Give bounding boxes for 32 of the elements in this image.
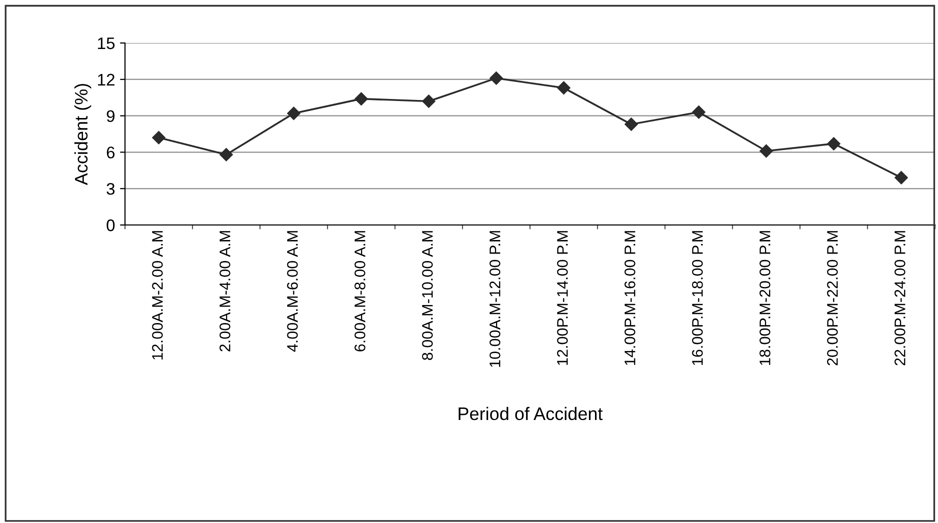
x-tick-label: 12.00A.M-2.00 A.M — [152, 231, 163, 360]
point — [692, 106, 706, 119]
y-axis-title: Accident (%) — [74, 84, 92, 186]
x-tick-label: 4.00A.M-6.00 A.M — [287, 231, 298, 352]
x-tick-label: 18.00P.M-20.00 P.M — [760, 231, 770, 365]
x-tick-label: 22.00P.M-24.00 P.M — [894, 231, 906, 366]
x-tick-label: 16.00P.M-18.00 P.M — [692, 231, 703, 365]
point — [422, 94, 436, 108]
y-tick-label: 15 — [98, 38, 115, 50]
point — [354, 92, 368, 106]
y-tick-label: 12 — [98, 74, 114, 86]
x-tick-label: 10.00A.M-12.00 P.M — [490, 231, 500, 367]
x-tick-label: 2.00A.M-4.00 A.M — [220, 231, 230, 352]
x-axis-title: Period of Accident — [458, 406, 603, 420]
y-tick-label: 3 — [106, 183, 115, 195]
y-tick-label: 9 — [106, 110, 114, 122]
point — [287, 106, 300, 120]
x-tick-label: 20.00P.M-22.00 P.M — [827, 231, 838, 366]
y-tick-label: 6 — [106, 146, 115, 158]
point — [152, 131, 166, 144]
point — [624, 118, 638, 131]
point — [760, 144, 773, 158]
point — [894, 171, 908, 184]
x-tick-label: 12.00P.M-14.00 P.M — [557, 231, 568, 365]
point — [220, 148, 233, 162]
x-tick-label: 6.00A.M-8.00 A.M — [354, 231, 366, 352]
y-tick-label: 0 — [106, 219, 115, 232]
point — [827, 137, 840, 150]
point — [490, 72, 503, 85]
point — [557, 81, 570, 94]
x-tick-label: 8.00A.M-10.00 A.M — [422, 231, 433, 360]
x-tick-label: 14.00P.M-16.00 P.M — [624, 231, 636, 365]
